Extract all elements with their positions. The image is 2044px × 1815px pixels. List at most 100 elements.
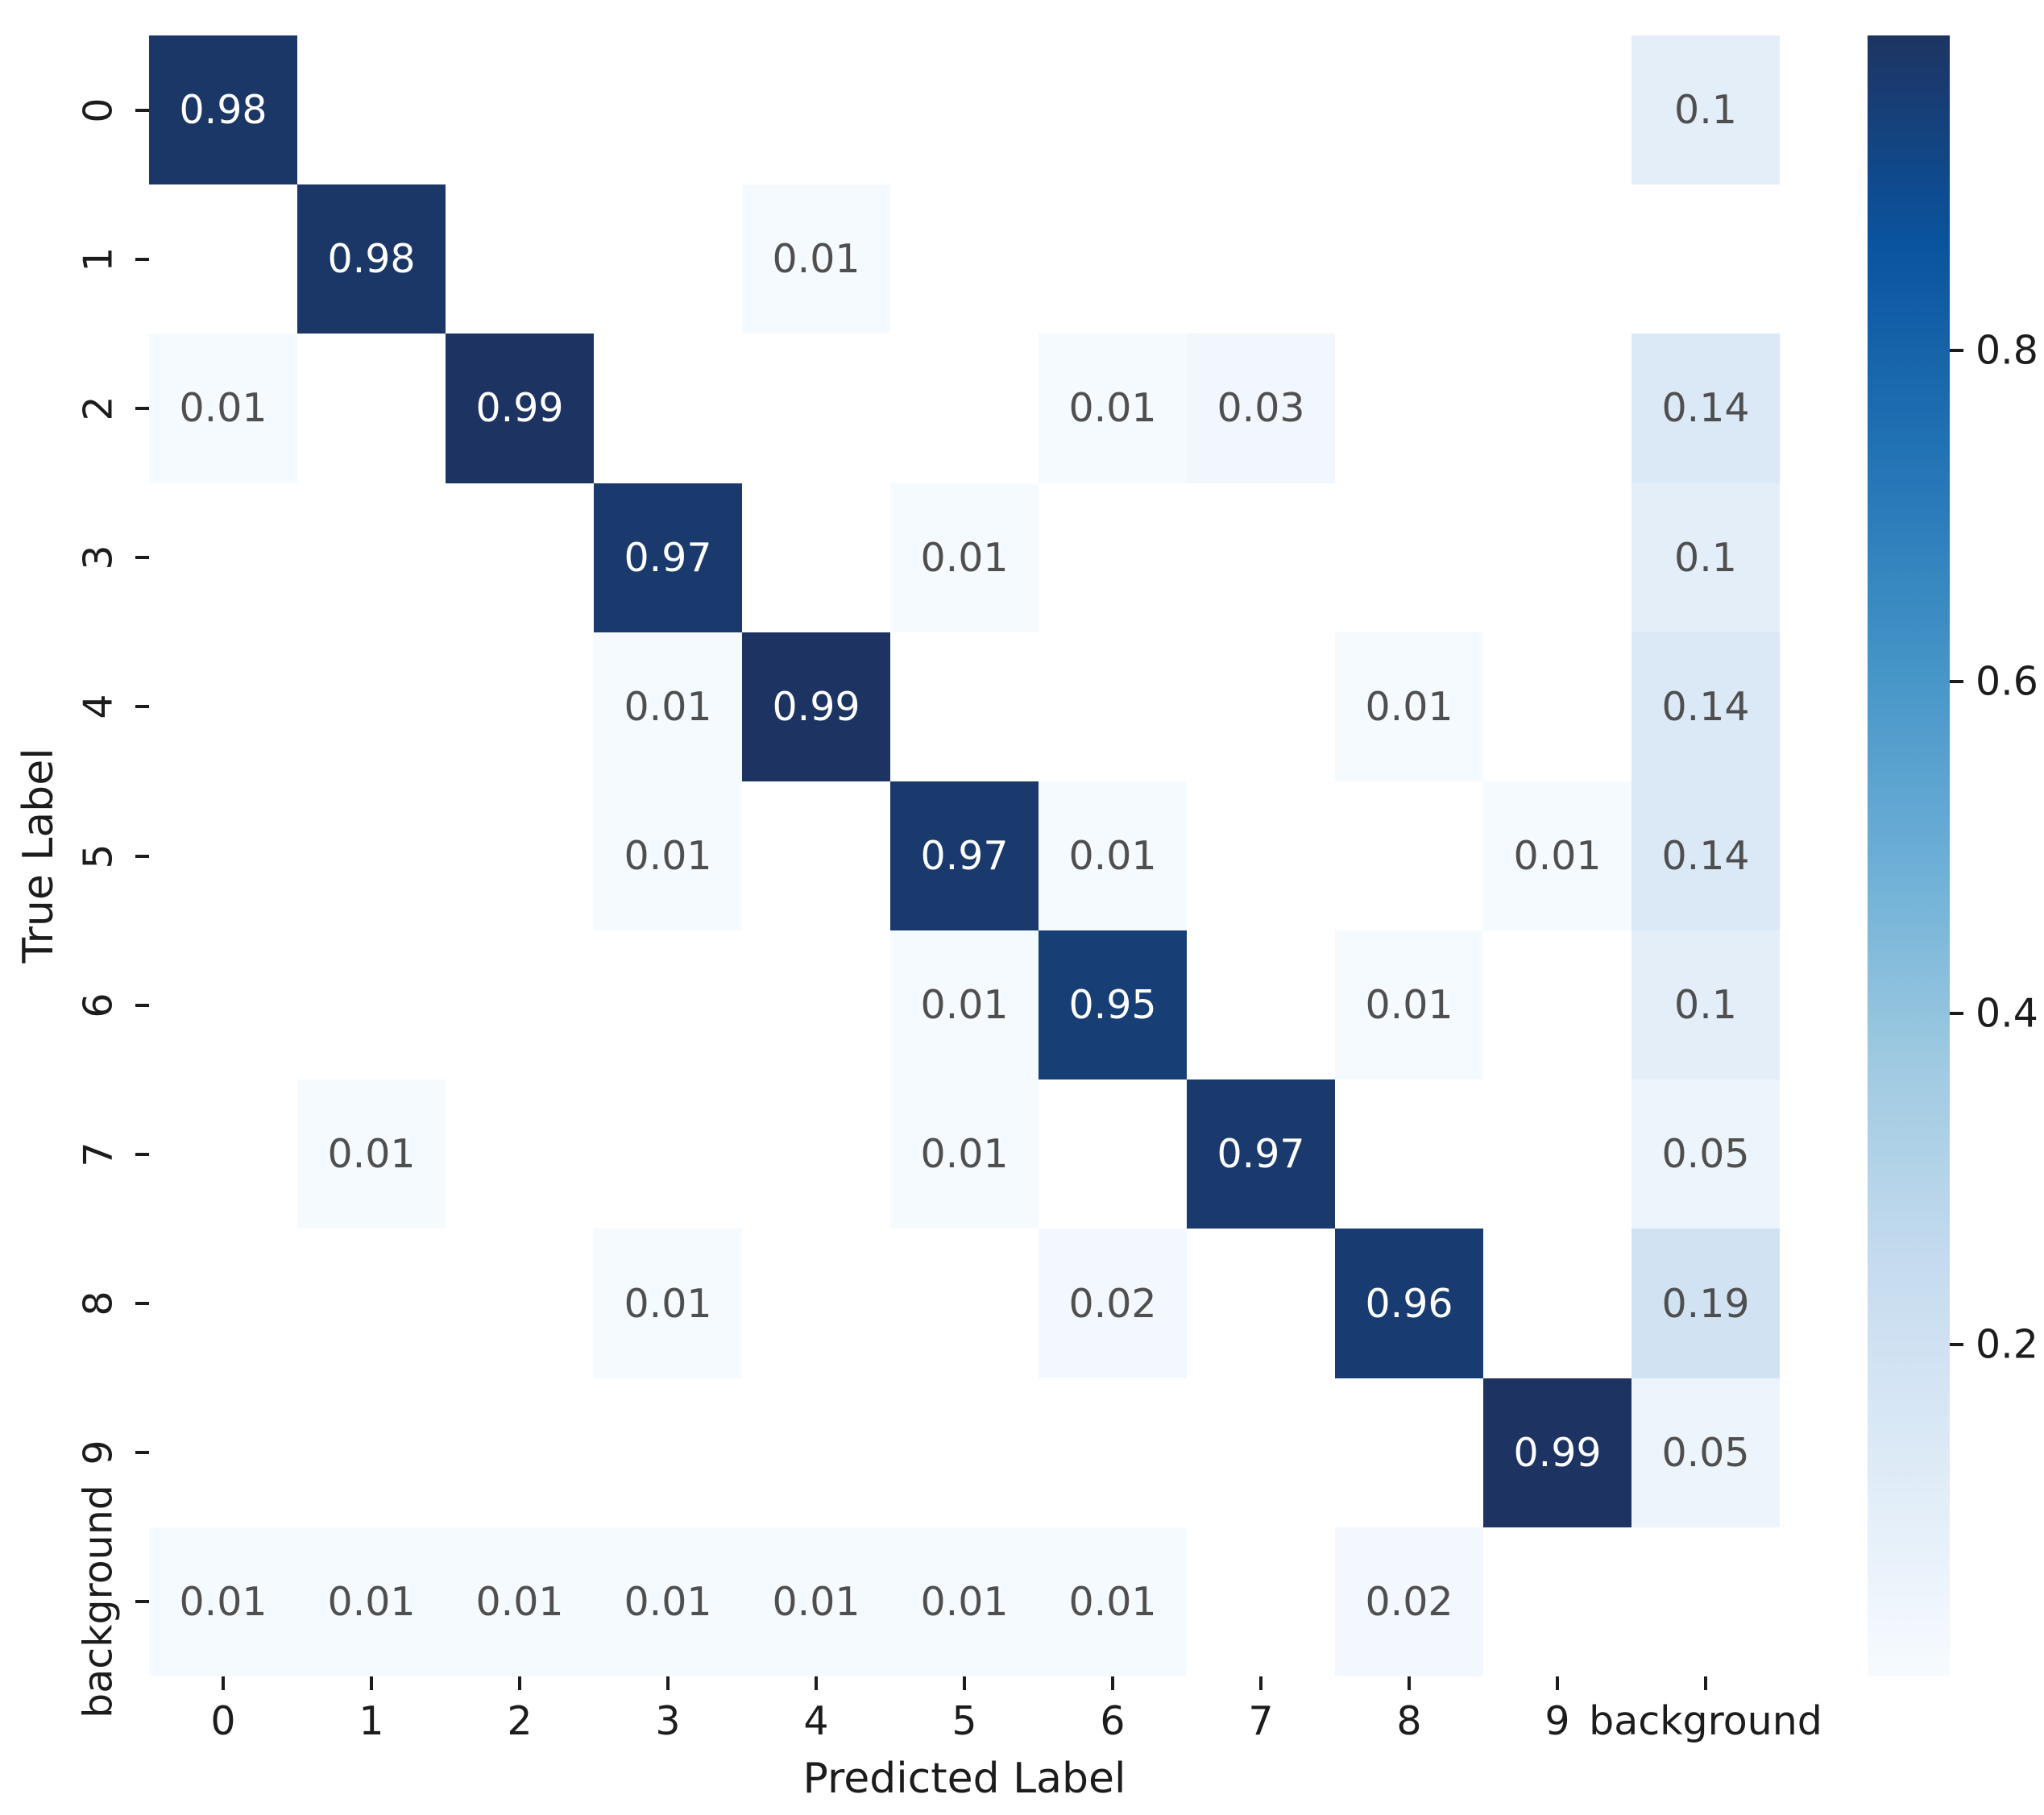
x-tick-mark (666, 1676, 670, 1690)
colorbar-tick-mark (1950, 1343, 1963, 1347)
x-tick-mark (518, 1676, 521, 1690)
x-tick-mark (1408, 1676, 1411, 1690)
cell-annotation: 0.01 (1365, 683, 1453, 730)
y-tick-mark (135, 1152, 149, 1156)
x-tick-mark (1111, 1676, 1114, 1690)
heatmap-cell (446, 35, 594, 185)
heatmap-cell: 0.03 (1187, 334, 1335, 483)
y-tick-label: 8 (75, 1291, 122, 1316)
heatmap-cell: 0.01 (297, 1079, 446, 1229)
cell-annotation: 0.01 (772, 1578, 860, 1625)
heatmap-cell: 0.01 (149, 1527, 297, 1676)
heatmap-cell (1335, 35, 1483, 185)
y-tick-mark (135, 257, 149, 261)
heatmap-cell (742, 930, 890, 1080)
cell-annotation: 0.01 (920, 534, 1009, 581)
heatmap-cell (446, 1229, 594, 1378)
colorbar-tick-mark (1950, 1011, 1963, 1015)
y-tick-label: 1 (75, 247, 122, 272)
colorbar-tick-label: 0.8 (1976, 327, 2038, 374)
cell-annotation: 0.01 (1513, 832, 1602, 879)
heatmap-cell: 0.01 (890, 483, 1039, 632)
heatmap-cell (890, 35, 1039, 185)
x-tick-label: background (1589, 1698, 1822, 1744)
cell-annotation: 0.97 (920, 832, 1009, 879)
heatmap-cell: 0.1 (1631, 35, 1780, 185)
heatmap-cell: 0.01 (446, 1527, 594, 1676)
heatmap-cell (1483, 35, 1631, 185)
cell-annotation: 0.99 (772, 683, 860, 730)
x-tick-mark (1259, 1676, 1262, 1690)
x-tick-mark (1704, 1676, 1707, 1690)
heatmap-cell: 0.14 (1631, 781, 1780, 931)
heatmap-cell (1187, 632, 1335, 781)
heatmap-cell (1335, 1079, 1483, 1229)
heatmap-cell (297, 930, 446, 1080)
cell-annotation: 0.98 (179, 87, 267, 134)
y-tick-mark (135, 705, 149, 709)
heatmap-cell: 0.01 (742, 184, 890, 334)
y-tick-label: 4 (75, 694, 122, 719)
x-tick-mark (963, 1676, 966, 1690)
y-tick-label: 6 (75, 992, 122, 1018)
heatmap-cell (1483, 334, 1631, 483)
cell-annotation: 0.01 (1068, 1578, 1157, 1625)
heatmap-cell: 0.01 (297, 1527, 446, 1676)
heatmap-cell (1483, 184, 1631, 334)
cell-annotation: 0.01 (920, 1131, 1009, 1178)
heatmap-cell (1187, 483, 1335, 632)
y-tick-label: 0 (75, 97, 122, 123)
x-tick-label: 9 (1544, 1698, 1570, 1744)
cell-annotation: 0.1 (1674, 87, 1737, 134)
y-tick-label: 9 (75, 1440, 122, 1465)
cell-annotation: 0.01 (327, 1578, 416, 1625)
cell-annotation: 0.01 (179, 1578, 267, 1625)
heatmap-cell (149, 632, 297, 781)
heatmap-cell (1483, 632, 1631, 781)
colorbar (1868, 35, 1950, 1676)
y-tick-mark (135, 854, 149, 858)
heatmap-cell (1335, 483, 1483, 632)
heatmap-cell: 0.01 (890, 930, 1039, 1080)
heatmap-cell (1039, 184, 1187, 334)
heatmap-cell (890, 334, 1039, 483)
heatmap-cell: 0.98 (297, 184, 446, 334)
heatmap-cell (890, 632, 1039, 781)
heatmap-cell: 0.01 (1039, 334, 1187, 483)
cell-annotation: 0.01 (624, 1578, 712, 1625)
cell-annotation: 0.01 (920, 982, 1009, 1029)
heatmap-cell (1335, 334, 1483, 483)
cell-annotation: 0.01 (772, 236, 860, 283)
heatmap-cell (446, 930, 594, 1080)
heatmap-cell (890, 1229, 1039, 1378)
heatmap-cell: 0.01 (742, 1527, 890, 1676)
cell-annotation: 0.01 (179, 385, 267, 432)
x-tick-label: 1 (359, 1698, 384, 1744)
heatmap-cell (1187, 1378, 1335, 1527)
heatmap-cell (1039, 483, 1187, 632)
cell-annotation: 0.99 (1513, 1429, 1602, 1476)
y-tick-mark (135, 1600, 149, 1604)
heatmap-cell (1483, 1229, 1631, 1378)
x-tick-label: 4 (803, 1698, 829, 1744)
heatmap-cell: 0.01 (1335, 930, 1483, 1080)
cell-annotation: 0.01 (624, 1280, 712, 1327)
cell-annotation: 0.02 (1365, 1578, 1453, 1625)
x-tick-label: 6 (1100, 1698, 1126, 1744)
heatmap-cell (149, 781, 297, 931)
heatmap-cell: 0.19 (1631, 1229, 1780, 1378)
y-tick-mark (135, 108, 149, 112)
y-tick-label: 3 (75, 545, 122, 570)
heatmap-cell (1335, 781, 1483, 931)
heatmap-cell: 0.05 (1631, 1378, 1780, 1527)
heatmap-cell (297, 483, 446, 632)
y-tick-label: background (75, 1485, 122, 1719)
cell-annotation: 0.19 (1661, 1280, 1750, 1327)
heatmap-cell (446, 184, 594, 334)
heatmap-cell (890, 1378, 1039, 1527)
heatmap-cell (594, 334, 742, 483)
heatmap-cell: 0.1 (1631, 930, 1780, 1080)
heatmap-cell: 0.02 (1039, 1229, 1187, 1378)
heatmap-cell: 0.01 (1483, 781, 1631, 931)
